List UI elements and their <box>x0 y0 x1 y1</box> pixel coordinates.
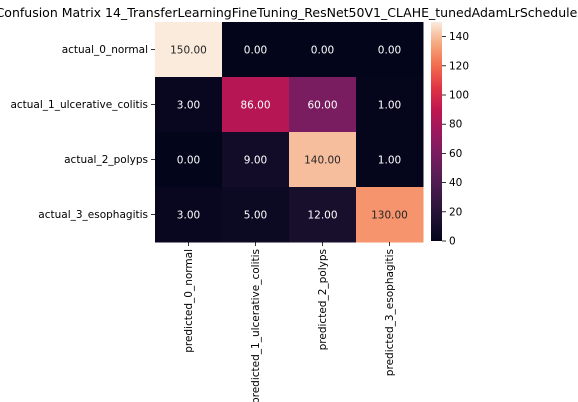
heatmap-cell <box>155 132 223 188</box>
heatmap-cell <box>155 22 223 78</box>
cell-value-label: 5.00 <box>244 210 267 222</box>
cell-value-label: 3.00 <box>177 100 200 112</box>
cell-value-label: 60.00 <box>307 100 337 112</box>
colorbar-tick-label: 140 <box>449 31 469 43</box>
cell-value-label: 3.00 <box>177 210 200 222</box>
cell-value-label: 12.00 <box>307 210 337 222</box>
heatmap-cell <box>289 132 357 188</box>
heatmap-cell <box>222 187 290 243</box>
heatmap-cell <box>155 77 223 133</box>
heatmap-cell <box>155 187 223 243</box>
column-labels: predicted_0_normal predicted_1_ulcerative… <box>183 242 396 402</box>
colorbar-gradient <box>431 22 442 241</box>
row-label: actual_3_esophagitis <box>38 209 148 221</box>
column-label: predicted_0_normal <box>183 249 195 353</box>
colorbar-tick-label: 120 <box>449 60 469 72</box>
cell-value-label: 0.00 <box>177 155 200 167</box>
row-label: actual_2_polyps <box>64 154 148 166</box>
heatmap-cell <box>289 22 357 78</box>
row-labels: actual_0_normal actual_1_ulcerative_colit… <box>10 44 155 221</box>
heatmap-cell <box>356 77 424 133</box>
heatmap-cell <box>356 22 424 78</box>
cell-value-label: 1.00 <box>378 155 401 167</box>
colorbar-tick-label: 100 <box>449 90 469 102</box>
colorbar-tick-label: 20 <box>449 206 462 218</box>
cell-value-label: 150.00 <box>170 45 207 57</box>
cell-value-label: 1.00 <box>378 100 401 112</box>
colorbar: 0 20 40 60 80 100 120 140 <box>431 22 469 248</box>
heatmap-cells: 150.00 0.00 0.00 0.00 3.00 86.00 60.00 1.00 0.00… <box>155 22 424 243</box>
cell-value-label: 130.00 <box>371 210 408 222</box>
cell-value-label: 0.00 <box>378 45 401 57</box>
colorbar-tick-label: 80 <box>449 119 462 131</box>
colorbar-tick-label: 60 <box>449 148 462 160</box>
heatmap-cell <box>356 132 424 188</box>
colorbar-tick-label: 0 <box>449 236 456 248</box>
heatmap-cell <box>222 22 290 78</box>
cell-value-label: 9.00 <box>244 155 267 167</box>
cell-value-label: 140.00 <box>304 155 341 167</box>
row-label: actual_0_normal <box>62 44 148 56</box>
heatmap-cell <box>222 132 290 188</box>
heatmap-cell <box>289 187 357 243</box>
row-label: actual_1_ulcerative_colitis <box>10 99 148 111</box>
heatmap-cell <box>356 187 424 243</box>
column-label: predicted_2_polyps <box>317 249 329 350</box>
colorbar-tick-label: 40 <box>449 177 462 189</box>
column-label: predicted_3_esophagitis <box>384 249 396 376</box>
heatmap-cell <box>222 77 290 133</box>
cell-value-label: 0.00 <box>244 45 267 57</box>
cell-value-label: 86.00 <box>240 100 270 112</box>
column-label: predicted_1_ulcerative_colitis <box>250 249 262 402</box>
chart-title: Confusion Matrix 14_TransferLearningFine… <box>0 5 578 20</box>
heatmap-cell <box>289 77 357 133</box>
cell-value-label: 0.00 <box>311 45 334 57</box>
